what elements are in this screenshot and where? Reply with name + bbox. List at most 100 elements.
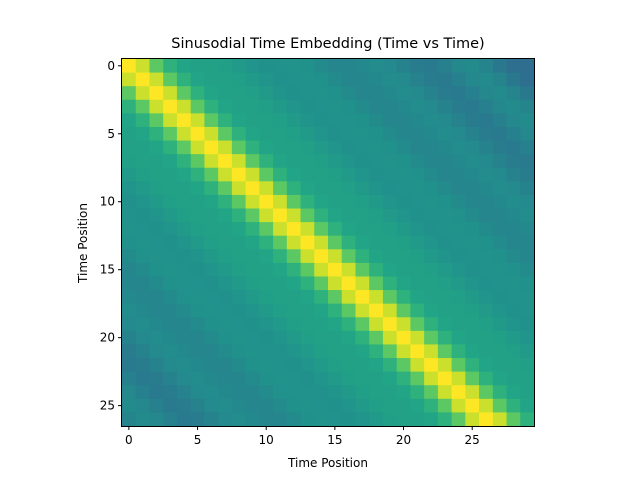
heatmap-cell bbox=[369, 126, 384, 142]
heatmap-cell bbox=[369, 113, 384, 128]
heatmap-cell bbox=[465, 330, 480, 346]
heatmap-cell bbox=[231, 154, 247, 169]
heatmap-cell bbox=[135, 126, 151, 142]
heatmap-cell bbox=[259, 208, 274, 223]
heatmap-cell bbox=[135, 276, 151, 291]
heatmap-cell bbox=[286, 290, 302, 305]
heatmap-cell bbox=[437, 154, 453, 169]
heatmap-cell bbox=[176, 290, 192, 305]
heatmap-cell bbox=[135, 194, 151, 210]
heatmap-cell bbox=[328, 194, 343, 210]
heatmap-cell bbox=[273, 371, 288, 386]
heatmap-cell bbox=[396, 249, 411, 264]
heatmap-cell bbox=[355, 222, 370, 237]
heatmap-cell bbox=[204, 249, 219, 264]
y-axis-label: Time Position bbox=[76, 203, 90, 284]
heatmap-cell bbox=[259, 59, 274, 74]
heatmap-cell bbox=[176, 412, 192, 427]
heatmap-cell bbox=[328, 249, 343, 264]
heatmap-cell bbox=[382, 167, 398, 182]
heatmap-cell bbox=[369, 167, 384, 182]
heatmap-cell bbox=[492, 317, 508, 332]
heatmap-cell bbox=[259, 181, 274, 196]
heatmap-cell bbox=[341, 249, 357, 264]
heatmap-cell bbox=[396, 317, 411, 332]
x-tick-label: 15 bbox=[327, 433, 342, 447]
heatmap-cell bbox=[451, 249, 466, 264]
heatmap-cell bbox=[300, 249, 315, 264]
heatmap-cell bbox=[286, 371, 302, 386]
heatmap-cell bbox=[122, 194, 137, 210]
heatmap-cell bbox=[259, 303, 274, 318]
heatmap-cell bbox=[410, 167, 425, 182]
heatmap-cell bbox=[231, 262, 247, 278]
heatmap-cell bbox=[451, 398, 466, 413]
heatmap-cell bbox=[218, 59, 233, 74]
heatmap-cell bbox=[479, 194, 494, 210]
heatmap-cell bbox=[396, 59, 411, 74]
heatmap-cell bbox=[479, 208, 494, 223]
heatmap-cell bbox=[190, 222, 205, 237]
heatmap-cell bbox=[176, 330, 192, 346]
heatmap-cell bbox=[492, 303, 508, 318]
heatmap-cell bbox=[163, 154, 178, 169]
heatmap-cell bbox=[231, 59, 247, 74]
heatmap-cell bbox=[259, 86, 274, 101]
heatmap-cell bbox=[149, 208, 164, 223]
heatmap-cell bbox=[163, 181, 178, 196]
heatmap-cell bbox=[259, 72, 274, 87]
heatmap-cell bbox=[163, 385, 178, 400]
heatmap-cell bbox=[355, 398, 370, 413]
heatmap-cell bbox=[451, 235, 466, 250]
heatmap-cell bbox=[465, 167, 480, 182]
heatmap-cell bbox=[245, 86, 260, 101]
heatmap-cell bbox=[204, 222, 219, 237]
heatmap-cell bbox=[122, 140, 137, 155]
heatmap-cell bbox=[286, 330, 302, 346]
heatmap-cell bbox=[465, 113, 480, 128]
heatmap-cell bbox=[149, 154, 164, 169]
heatmap-cell bbox=[424, 398, 439, 413]
heatmap-cell bbox=[465, 385, 480, 400]
heatmap-cell bbox=[451, 344, 466, 359]
heatmap-cell bbox=[424, 99, 439, 114]
heatmap-cell bbox=[149, 276, 164, 291]
heatmap-cell bbox=[245, 249, 260, 264]
y-tick-label: 10 bbox=[100, 195, 115, 209]
heatmap-cell bbox=[245, 181, 260, 196]
heatmap-cell bbox=[190, 249, 205, 264]
heatmap-cell bbox=[273, 276, 288, 291]
heatmap-cell bbox=[163, 140, 178, 155]
heatmap-cell bbox=[231, 317, 247, 332]
heatmap-cell bbox=[341, 72, 357, 87]
heatmap-cell bbox=[396, 235, 411, 250]
heatmap-cell bbox=[218, 126, 233, 142]
heatmap-cell bbox=[465, 194, 480, 210]
heatmap-cell bbox=[300, 317, 315, 332]
heatmap-cell bbox=[286, 222, 302, 237]
heatmap-cell bbox=[437, 113, 453, 128]
heatmap-cell bbox=[149, 317, 164, 332]
heatmap-cell bbox=[218, 249, 233, 264]
heatmap-cell bbox=[437, 208, 453, 223]
heatmap-cell bbox=[149, 181, 164, 196]
heatmap-cell bbox=[369, 208, 384, 223]
heatmap-cell bbox=[382, 398, 398, 413]
heatmap-cell bbox=[218, 235, 233, 250]
heatmap-cell bbox=[176, 371, 192, 386]
heatmap-cell bbox=[300, 371, 315, 386]
heatmap-cell bbox=[437, 140, 453, 155]
heatmap-cell bbox=[328, 72, 343, 87]
heatmap-cell bbox=[479, 290, 494, 305]
heatmap-cell bbox=[382, 154, 398, 169]
heatmap-cell bbox=[259, 276, 274, 291]
heatmap-cell bbox=[506, 344, 521, 359]
heatmap-cell bbox=[410, 262, 425, 278]
heatmap-cell bbox=[520, 303, 535, 318]
heatmap-cell bbox=[451, 371, 466, 386]
heatmap-cell bbox=[190, 412, 205, 427]
heatmap-cell bbox=[135, 99, 151, 114]
heatmap-cell bbox=[245, 59, 260, 74]
heatmap-cell bbox=[190, 167, 205, 182]
heatmap-cell bbox=[259, 222, 274, 237]
